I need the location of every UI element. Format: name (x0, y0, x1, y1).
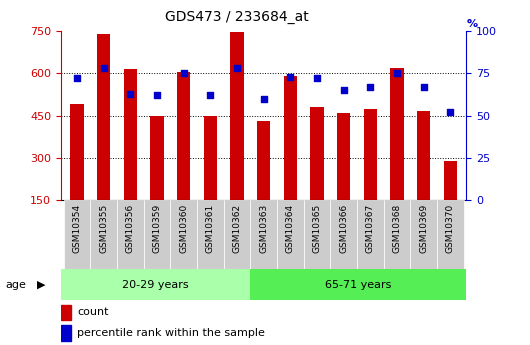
Text: age: age (5, 280, 26, 289)
Bar (197, 200, 224, 269)
Text: GSM10359: GSM10359 (153, 204, 162, 253)
Point (339, 87, 348, 93)
Bar (64, 200, 90, 269)
Point (419, 84, 428, 90)
Bar (61, 325, 71, 341)
Text: GSM10356: GSM10356 (126, 204, 135, 253)
Text: GSM10366: GSM10366 (339, 204, 348, 253)
Bar (224, 200, 250, 269)
Text: GSM10360: GSM10360 (179, 204, 188, 253)
Point (446, 109, 455, 115)
Bar (117, 200, 144, 269)
Bar (437, 200, 464, 269)
Bar (144, 200, 170, 269)
Bar (277, 200, 304, 269)
Text: 65-71 years: 65-71 years (325, 280, 392, 289)
Bar (337, 113, 350, 200)
Point (286, 74, 295, 79)
Bar (257, 121, 270, 200)
Text: percentile rank within the sample: percentile rank within the sample (77, 328, 265, 338)
Point (233, 66, 241, 71)
Bar (311, 107, 324, 200)
Text: GDS473 / 233684_at: GDS473 / 233684_at (165, 10, 309, 24)
Text: GSM10361: GSM10361 (206, 204, 215, 253)
Text: GSM10354: GSM10354 (73, 204, 82, 253)
Text: GSM10362: GSM10362 (233, 204, 242, 253)
Point (393, 71, 401, 76)
Text: GSM10368: GSM10368 (393, 204, 402, 253)
Bar (177, 72, 190, 200)
Bar (250, 269, 466, 300)
Point (366, 84, 375, 90)
Point (153, 92, 161, 98)
Bar (364, 109, 377, 200)
Point (100, 66, 108, 71)
Bar (123, 69, 137, 200)
Text: ▶: ▶ (37, 280, 46, 289)
Text: %: % (466, 19, 478, 29)
Bar (330, 200, 357, 269)
Bar (417, 111, 430, 200)
Bar (284, 76, 297, 200)
Bar (204, 116, 217, 200)
Text: 20-29 years: 20-29 years (122, 280, 189, 289)
Point (259, 96, 268, 101)
Text: GSM10355: GSM10355 (99, 204, 108, 253)
Text: count: count (77, 307, 109, 317)
Point (73, 76, 81, 81)
Bar (70, 104, 84, 200)
Point (206, 92, 215, 98)
Text: GSM10367: GSM10367 (366, 204, 375, 253)
Text: GSM10363: GSM10363 (259, 204, 268, 253)
Point (180, 71, 188, 76)
Bar (170, 200, 197, 269)
Bar (151, 116, 164, 200)
Bar (444, 161, 457, 200)
Bar (391, 68, 404, 200)
Bar (97, 34, 110, 200)
Bar (384, 200, 410, 269)
Bar (250, 200, 277, 269)
Bar (304, 200, 330, 269)
Bar (357, 200, 384, 269)
Text: GSM10364: GSM10364 (286, 204, 295, 253)
Bar (231, 32, 244, 200)
Bar (410, 200, 437, 269)
Text: GSM10365: GSM10365 (313, 204, 322, 253)
Bar (61, 269, 250, 300)
Bar (90, 200, 117, 269)
Bar (61, 305, 71, 320)
Text: GSM10369: GSM10369 (419, 204, 428, 253)
Point (313, 76, 321, 81)
Point (126, 91, 135, 96)
Text: GSM10370: GSM10370 (446, 204, 455, 253)
